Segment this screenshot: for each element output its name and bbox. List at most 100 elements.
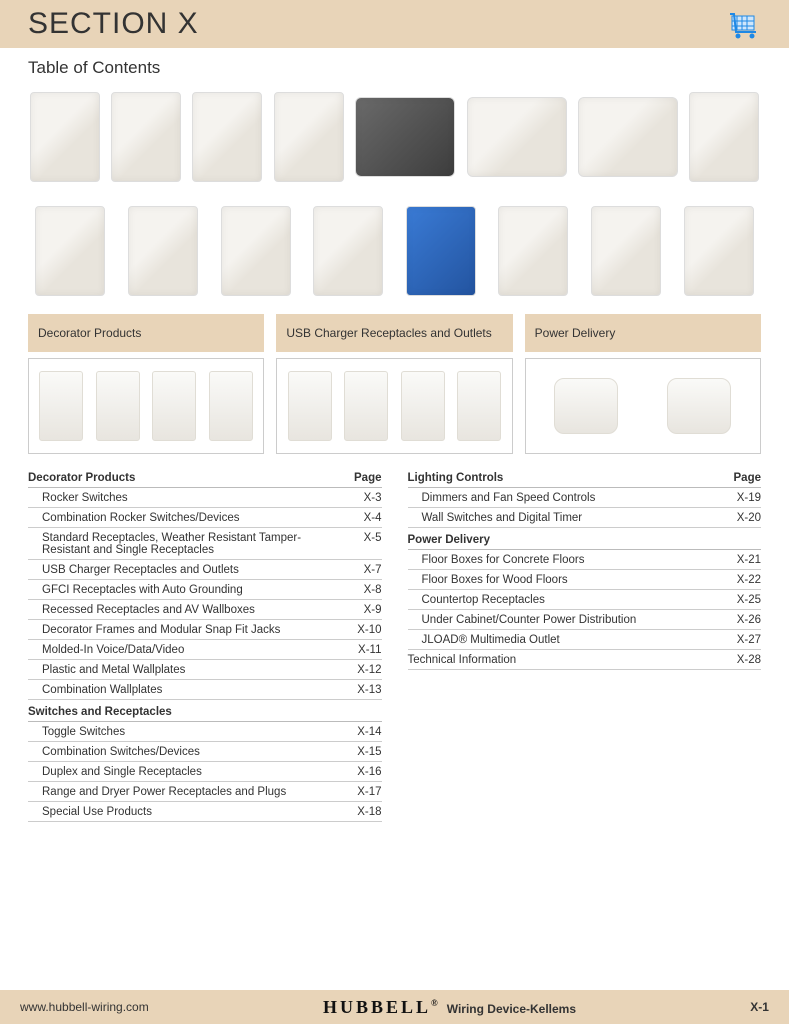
toc-row-label: Under Cabinet/Counter Power Distribution <box>422 614 722 626</box>
toc-row-page: X-4 <box>342 512 382 524</box>
toc-row-page: X-10 <box>342 624 382 636</box>
toc-row-page: X-26 <box>721 614 761 626</box>
toc-row-label: Wall Switches and Digital Timer <box>422 512 722 524</box>
toc-row-page: X-16 <box>342 766 382 778</box>
toc-row[interactable]: Countertop ReceptaclesX-25 <box>408 590 762 610</box>
toc-row-label: Toggle Switches <box>42 726 342 738</box>
category-row: Decorator Products USB Charger Receptacl… <box>28 314 761 454</box>
toc-row-page: X-14 <box>342 726 382 738</box>
toc-row-label: GFCI Receptacles with Auto Grounding <box>42 584 342 596</box>
toc-row[interactable]: Combination WallplatesX-13 <box>28 680 382 700</box>
toc-row-page: X-25 <box>721 594 761 606</box>
toc-row[interactable]: Decorator Frames and Modular Snap Fit Ja… <box>28 620 382 640</box>
toc-row-label: Molded-In Voice/Data/Video <box>42 644 342 656</box>
toc-row-label: JLOAD® Multimedia Outlet <box>422 634 722 646</box>
toc-subheading: Power Delivery <box>408 528 762 550</box>
product-thumb <box>111 92 181 182</box>
toc-row[interactable]: Duplex and Single ReceptaclesX-16 <box>28 762 382 782</box>
toc-row-label: Floor Boxes for Concrete Floors <box>422 554 722 566</box>
toc-heading: Lighting ControlsPage <box>408 468 762 488</box>
toc-columns: Decorator ProductsPageRocker SwitchesX-3… <box>28 468 761 822</box>
toc-row[interactable]: GFCI Receptacles with Auto GroundingX-8 <box>28 580 382 600</box>
product-thumb <box>128 206 198 296</box>
product-mini <box>39 371 83 441</box>
product-thumb <box>35 206 105 296</box>
toc-row[interactable]: Floor Boxes for Wood FloorsX-22 <box>408 570 762 590</box>
toc-row-page: X-12 <box>342 664 382 676</box>
category-card: Decorator Products <box>28 314 264 454</box>
category-image-box <box>28 358 264 454</box>
brand-logo: HUBBELL® <box>323 997 441 1018</box>
product-mini <box>554 378 618 434</box>
toc-row[interactable]: Under Cabinet/Counter Power Distribution… <box>408 610 762 630</box>
toc-row-label: Combination Wallplates <box>42 684 342 696</box>
product-mini <box>457 371 501 441</box>
toc-row[interactable]: Recessed Receptacles and AV WallboxesX-9 <box>28 600 382 620</box>
page-number: X-1 <box>750 1000 769 1014</box>
toc-row-label: Technical Information <box>408 654 722 666</box>
category-card: Power Delivery <box>525 314 761 454</box>
toc-row-page: X-27 <box>721 634 761 646</box>
product-thumb <box>274 92 344 182</box>
product-mini <box>667 378 731 434</box>
toc-row-label: Plastic and Metal Wallplates <box>42 664 342 676</box>
toc-row[interactable]: Technical InformationX-28 <box>408 650 762 670</box>
category-label: Power Delivery <box>525 314 761 352</box>
toc-row[interactable]: Molded-In Voice/Data/VideoX-11 <box>28 640 382 660</box>
toc-row[interactable]: Special Use ProductsX-18 <box>28 802 382 822</box>
toc-row-label: Countertop Receptacles <box>422 594 722 606</box>
toc-column-left: Decorator ProductsPageRocker SwitchesX-3… <box>28 468 382 822</box>
toc-row[interactable]: JLOAD® Multimedia OutletX-27 <box>408 630 762 650</box>
toc-heading: Decorator ProductsPage <box>28 468 382 488</box>
toc-row-label: Decorator Frames and Modular Snap Fit Ja… <box>42 624 342 636</box>
product-thumb <box>467 97 567 177</box>
toc-title: Table of Contents <box>0 48 789 84</box>
product-mini <box>401 371 445 441</box>
toc-row[interactable]: Range and Dryer Power Receptacles and Pl… <box>28 782 382 802</box>
toc-row[interactable]: Dimmers and Fan Speed ControlsX-19 <box>408 488 762 508</box>
product-thumb <box>578 97 678 177</box>
category-label: Decorator Products <box>28 314 264 352</box>
footer-strip: www.hubbell-wiring.com HUBBELL® Wiring D… <box>0 990 789 1024</box>
product-mini <box>152 371 196 441</box>
toc-row-label: Dimmers and Fan Speed Controls <box>422 492 722 504</box>
toc-row[interactable]: Combination Switches/DevicesX-15 <box>28 742 382 762</box>
toc-row-label: Range and Dryer Power Receptacles and Pl… <box>42 786 342 798</box>
product-mini <box>344 371 388 441</box>
brand-suffix: Wiring Device-Kellems <box>447 1002 576 1016</box>
toc-row-label: Duplex and Single Receptacles <box>42 766 342 778</box>
toc-row-label: Floor Boxes for Wood Floors <box>422 574 722 586</box>
toc-row[interactable]: Floor Boxes for Concrete FloorsX-21 <box>408 550 762 570</box>
toc-row-page: X-3 <box>342 492 382 504</box>
toc-row-label: Combination Rocker Switches/Devices <box>42 512 342 524</box>
section-title: SECTION X <box>28 7 199 41</box>
toc-row-page: X-5 <box>342 532 382 556</box>
toc-row[interactable]: Rocker SwitchesX-3 <box>28 488 382 508</box>
footer-url[interactable]: www.hubbell-wiring.com <box>20 1000 149 1014</box>
toc-row-page: X-21 <box>721 554 761 566</box>
header-strip: SECTION X <box>0 0 789 48</box>
toc-row-page: X-17 <box>342 786 382 798</box>
toc-row[interactable]: Toggle SwitchesX-14 <box>28 722 382 742</box>
category-card: USB Charger Receptacles and Outlets <box>276 314 512 454</box>
toc-row-page: X-7 <box>342 564 382 576</box>
toc-row[interactable]: Combination Rocker Switches/DevicesX-4 <box>28 508 382 528</box>
toc-subheading: Switches and Receptacles <box>28 700 382 722</box>
toc-row[interactable]: Standard Receptacles, Weather Resistant … <box>28 528 382 560</box>
toc-row[interactable]: Wall Switches and Digital TimerX-20 <box>408 508 762 528</box>
product-thumb <box>689 92 759 182</box>
category-label: USB Charger Receptacles and Outlets <box>276 314 512 352</box>
product-thumb <box>498 206 568 296</box>
toc-column-right: Lighting ControlsPageDimmers and Fan Spe… <box>408 468 762 822</box>
toc-row-page: X-13 <box>342 684 382 696</box>
toc-row-page: X-11 <box>342 644 382 656</box>
toc-row[interactable]: USB Charger Receptacles and OutletsX-7 <box>28 560 382 580</box>
product-thumb <box>30 92 100 182</box>
cart-icon[interactable] <box>725 6 761 42</box>
toc-row-label: Combination Switches/Devices <box>42 746 342 758</box>
toc-row-page: X-18 <box>342 806 382 818</box>
category-image-box <box>276 358 512 454</box>
toc-row-page: X-9 <box>342 604 382 616</box>
product-mini <box>96 371 140 441</box>
toc-row[interactable]: Plastic and Metal WallplatesX-12 <box>28 660 382 680</box>
